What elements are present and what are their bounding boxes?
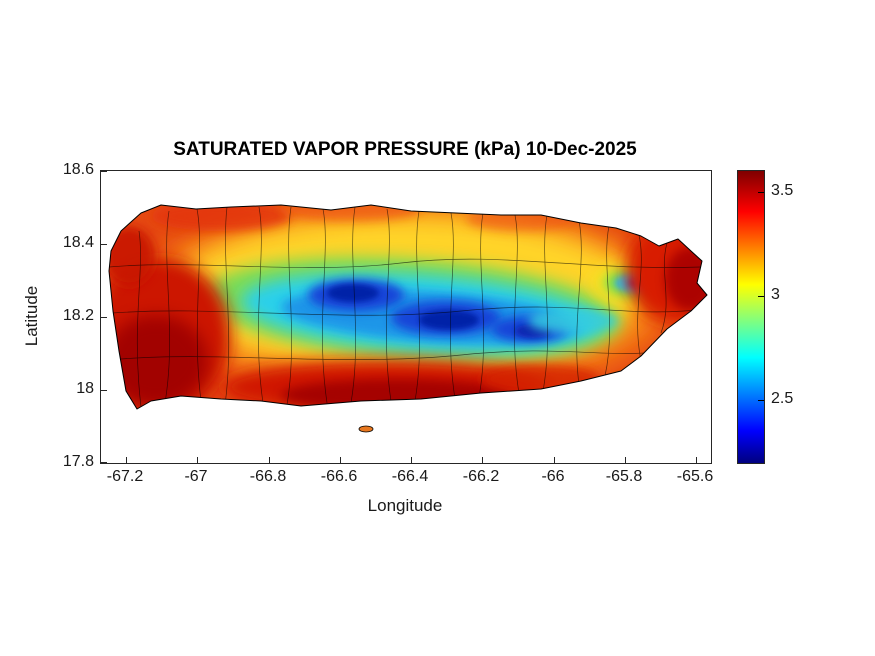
offshore-islet	[358, 425, 374, 433]
x-tick-mark	[696, 457, 697, 463]
x-axis-tick-label: -66.2	[462, 468, 500, 485]
x-axis-tick-label: -67.2	[106, 468, 144, 485]
colorbar	[737, 170, 765, 464]
coastline	[108, 204, 708, 410]
colorbar-tick-mark	[758, 192, 764, 193]
x-axis-tick-label: -65.8	[605, 468, 643, 485]
puerto-rico-heatmap	[108, 204, 708, 433]
x-axis-tick-label: -66.4	[391, 468, 429, 485]
y-axis-label: Latitude	[22, 285, 41, 347]
x-axis-tick-label: -65.6	[676, 468, 714, 485]
x-axis-tick-label: -66	[541, 468, 565, 485]
axes-area	[100, 170, 712, 464]
x-tick-mark	[554, 457, 555, 463]
colorbar-tick-label: 2.5	[771, 390, 794, 407]
y-tick-mark	[101, 171, 107, 172]
plot-title: SATURATED VAPOR PRESSURE (kPa) 10-Dec-20…	[173, 139, 637, 160]
x-axis-tick-label: -66.8	[249, 468, 287, 485]
y-axis-tick-label: 18.4	[62, 234, 94, 251]
x-tick-mark	[340, 457, 341, 463]
x-axis-tick-label: -66.6	[320, 468, 358, 485]
x-axis-tick-label: -67	[184, 468, 208, 485]
y-axis-tick-label: 18	[76, 380, 94, 397]
municipality-boundaries	[109, 206, 707, 408]
y-axis-tick-label: 18.6	[62, 161, 94, 178]
x-tick-mark	[482, 457, 483, 463]
x-axis-label: Longitude	[367, 496, 443, 515]
x-tick-mark	[625, 457, 626, 463]
colorbar-tick-label: 3.5	[771, 182, 794, 199]
x-tick-mark	[411, 457, 412, 463]
y-tick-mark	[101, 244, 107, 245]
x-tick-mark	[126, 457, 127, 463]
colorbar-tick-mark	[758, 296, 764, 297]
y-tick-mark	[101, 462, 107, 463]
colorbar-tick-label: 3	[771, 286, 780, 303]
y-tick-mark	[101, 317, 107, 318]
y-axis-tick-label: 17.8	[62, 453, 94, 470]
y-axis-tick-label: 18.2	[62, 307, 94, 324]
colorbar-tick-mark	[758, 400, 764, 401]
x-tick-mark	[269, 457, 270, 463]
heatmap-field	[109, 205, 707, 409]
y-tick-mark	[101, 390, 107, 391]
x-tick-mark	[197, 457, 198, 463]
